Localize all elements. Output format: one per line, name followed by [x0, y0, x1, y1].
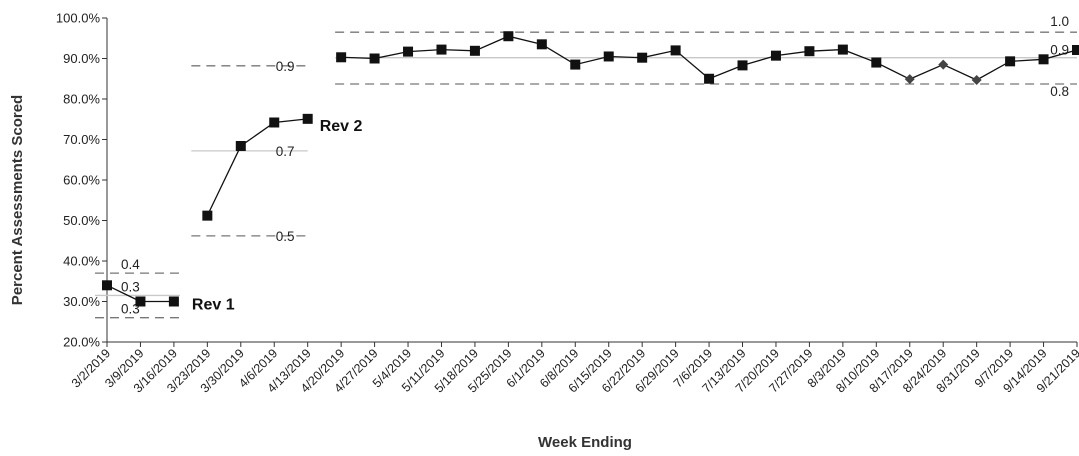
data-point	[403, 46, 414, 57]
data-point-diamond	[938, 59, 949, 70]
data-point	[302, 113, 313, 124]
data-point	[369, 53, 380, 64]
data-point	[704, 73, 715, 84]
data-point-diamond	[904, 74, 915, 85]
data-point	[837, 44, 848, 55]
data-point	[503, 31, 514, 42]
y-tick-label: 50.0%	[63, 213, 100, 228]
data-point	[670, 45, 681, 56]
data-point	[436, 44, 447, 55]
control-limit-label: 0.4	[121, 257, 140, 272]
y-axis-title: Percent Assessments Scored	[9, 95, 26, 305]
data-series	[102, 31, 1079, 307]
revision-label: Rev 1	[192, 297, 235, 314]
data-point	[637, 52, 648, 63]
data-point	[770, 50, 781, 61]
y-tick-label: 90.0%	[63, 51, 100, 66]
control-limit-label: 0.3	[121, 302, 140, 317]
series-line	[206, 118, 308, 216]
y-tick-label: 60.0%	[63, 173, 100, 188]
y-tick-label: 40.0%	[63, 254, 100, 269]
data-point	[804, 46, 815, 57]
x-axis-title: Week Ending	[538, 434, 632, 451]
axes: 20.0% 30.0% 40.0% 50.0% 60.0% 70.0% 80.0% 90.0%…	[56, 11, 1079, 396]
data-point	[168, 296, 179, 307]
data-point	[202, 210, 213, 221]
data-point	[135, 296, 146, 307]
y-tick-label: 100.0%	[56, 11, 101, 26]
y-tick-label: 20.0%	[63, 335, 100, 350]
data-point	[269, 117, 280, 128]
control-limit-label: 1.0	[1050, 14, 1069, 29]
control-limit-label: 0.5	[276, 229, 295, 244]
control-limit-label: 0.9	[276, 59, 295, 74]
data-point-diamond	[971, 74, 982, 85]
data-point	[603, 51, 614, 62]
control-limit-label: 0.3	[121, 279, 140, 294]
data-point	[235, 140, 246, 151]
control-limit-label: 0.7	[276, 144, 295, 159]
data-point	[336, 52, 347, 63]
data-point	[570, 59, 581, 70]
data-point	[102, 280, 112, 291]
y-tick-label: 30.0%	[63, 294, 100, 309]
y-tick-label: 80.0%	[63, 92, 100, 107]
data-point	[469, 45, 480, 56]
chart-labels: Rev 1 Rev 2	[192, 118, 363, 314]
data-point	[536, 39, 547, 50]
control-limit-label: 0.8	[1050, 84, 1069, 99]
data-point	[871, 57, 882, 68]
data-point	[1072, 44, 1079, 55]
data-point	[1038, 54, 1049, 65]
data-point	[737, 60, 748, 71]
data-point	[1005, 56, 1016, 67]
control-limits: 0.40.30.30.90.70.51.00.90.8	[95, 14, 1077, 319]
revision-label: Rev 2	[320, 118, 363, 135]
y-tick-label: 70.0%	[63, 132, 100, 147]
